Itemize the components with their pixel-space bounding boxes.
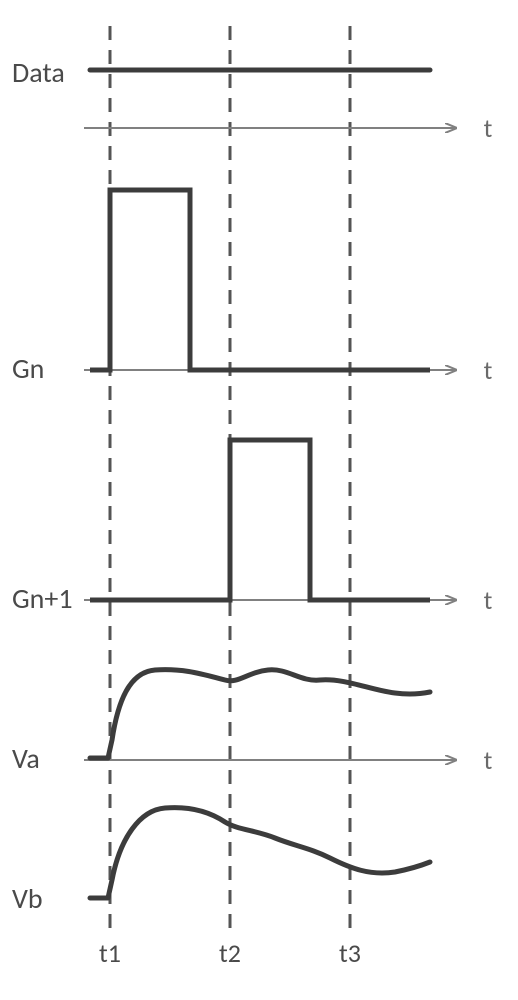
label-vb: Vb xyxy=(12,881,43,916)
time-label-t3: t3 xyxy=(339,937,361,969)
axis-t-label-gnp1: t xyxy=(484,584,493,616)
axis-t-label-data: t xyxy=(484,112,493,144)
trace-gnp1 xyxy=(90,440,430,600)
time-label-t1: t1 xyxy=(99,937,121,969)
label-gn: Gn xyxy=(12,351,44,386)
trace-va xyxy=(90,670,430,758)
axis-t-label-gn: t xyxy=(484,354,493,386)
label-data: Data xyxy=(12,55,65,90)
label-va: Va xyxy=(12,741,40,776)
trace-vb xyxy=(90,808,430,898)
time-label-t2: t2 xyxy=(219,937,241,969)
trace-gn xyxy=(90,190,430,370)
label-gnp1: Gn+1 xyxy=(12,581,73,616)
axis-t-label-va: t xyxy=(484,744,493,776)
